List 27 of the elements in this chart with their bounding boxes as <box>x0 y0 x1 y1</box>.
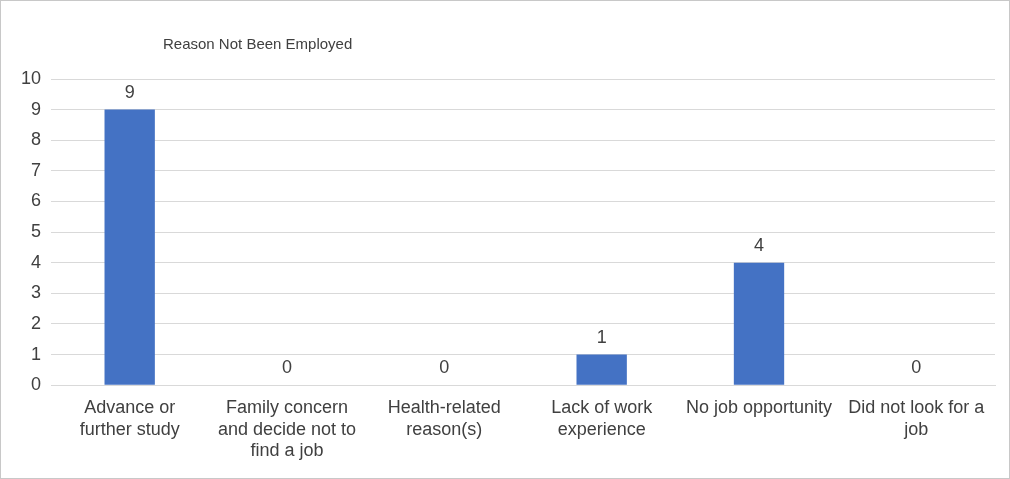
data-label: 4 <box>754 234 765 255</box>
y-tick-label: 3 <box>31 282 42 303</box>
x-tick-label: Advance or further study <box>79 396 180 439</box>
y-tick-label: 8 <box>31 129 42 150</box>
x-tick-label: No job opportunity <box>685 396 833 417</box>
data-label: 1 <box>596 326 607 347</box>
data-label: 9 <box>124 81 135 102</box>
bar <box>104 109 155 385</box>
chart-title: Reason Not Been Employed <box>163 35 353 52</box>
y-tick-label: 2 <box>31 312 42 333</box>
x-tick-label: Lack of work experience <box>551 396 654 439</box>
data-label: 0 <box>911 357 922 378</box>
y-tick-label: 7 <box>31 159 42 180</box>
bar <box>733 262 785 385</box>
y-tick-label: 0 <box>31 374 42 395</box>
x-tick-label: Did not look for a job <box>848 396 986 439</box>
y-tick-label: 9 <box>31 98 42 119</box>
x-tick-label: Health-related reason(s) <box>387 396 501 439</box>
data-label: 0 <box>439 357 450 378</box>
y-tick-label: 6 <box>31 190 42 211</box>
y-tick-label: 5 <box>31 221 42 242</box>
y-tick-label: 1 <box>31 343 42 364</box>
y-tick-label: 4 <box>31 251 42 272</box>
bar <box>576 354 627 385</box>
y-tick-label: 10 <box>20 67 42 88</box>
x-tick-label: Family concern and decide not to find a job <box>217 396 357 461</box>
data-label: 0 <box>282 357 293 378</box>
